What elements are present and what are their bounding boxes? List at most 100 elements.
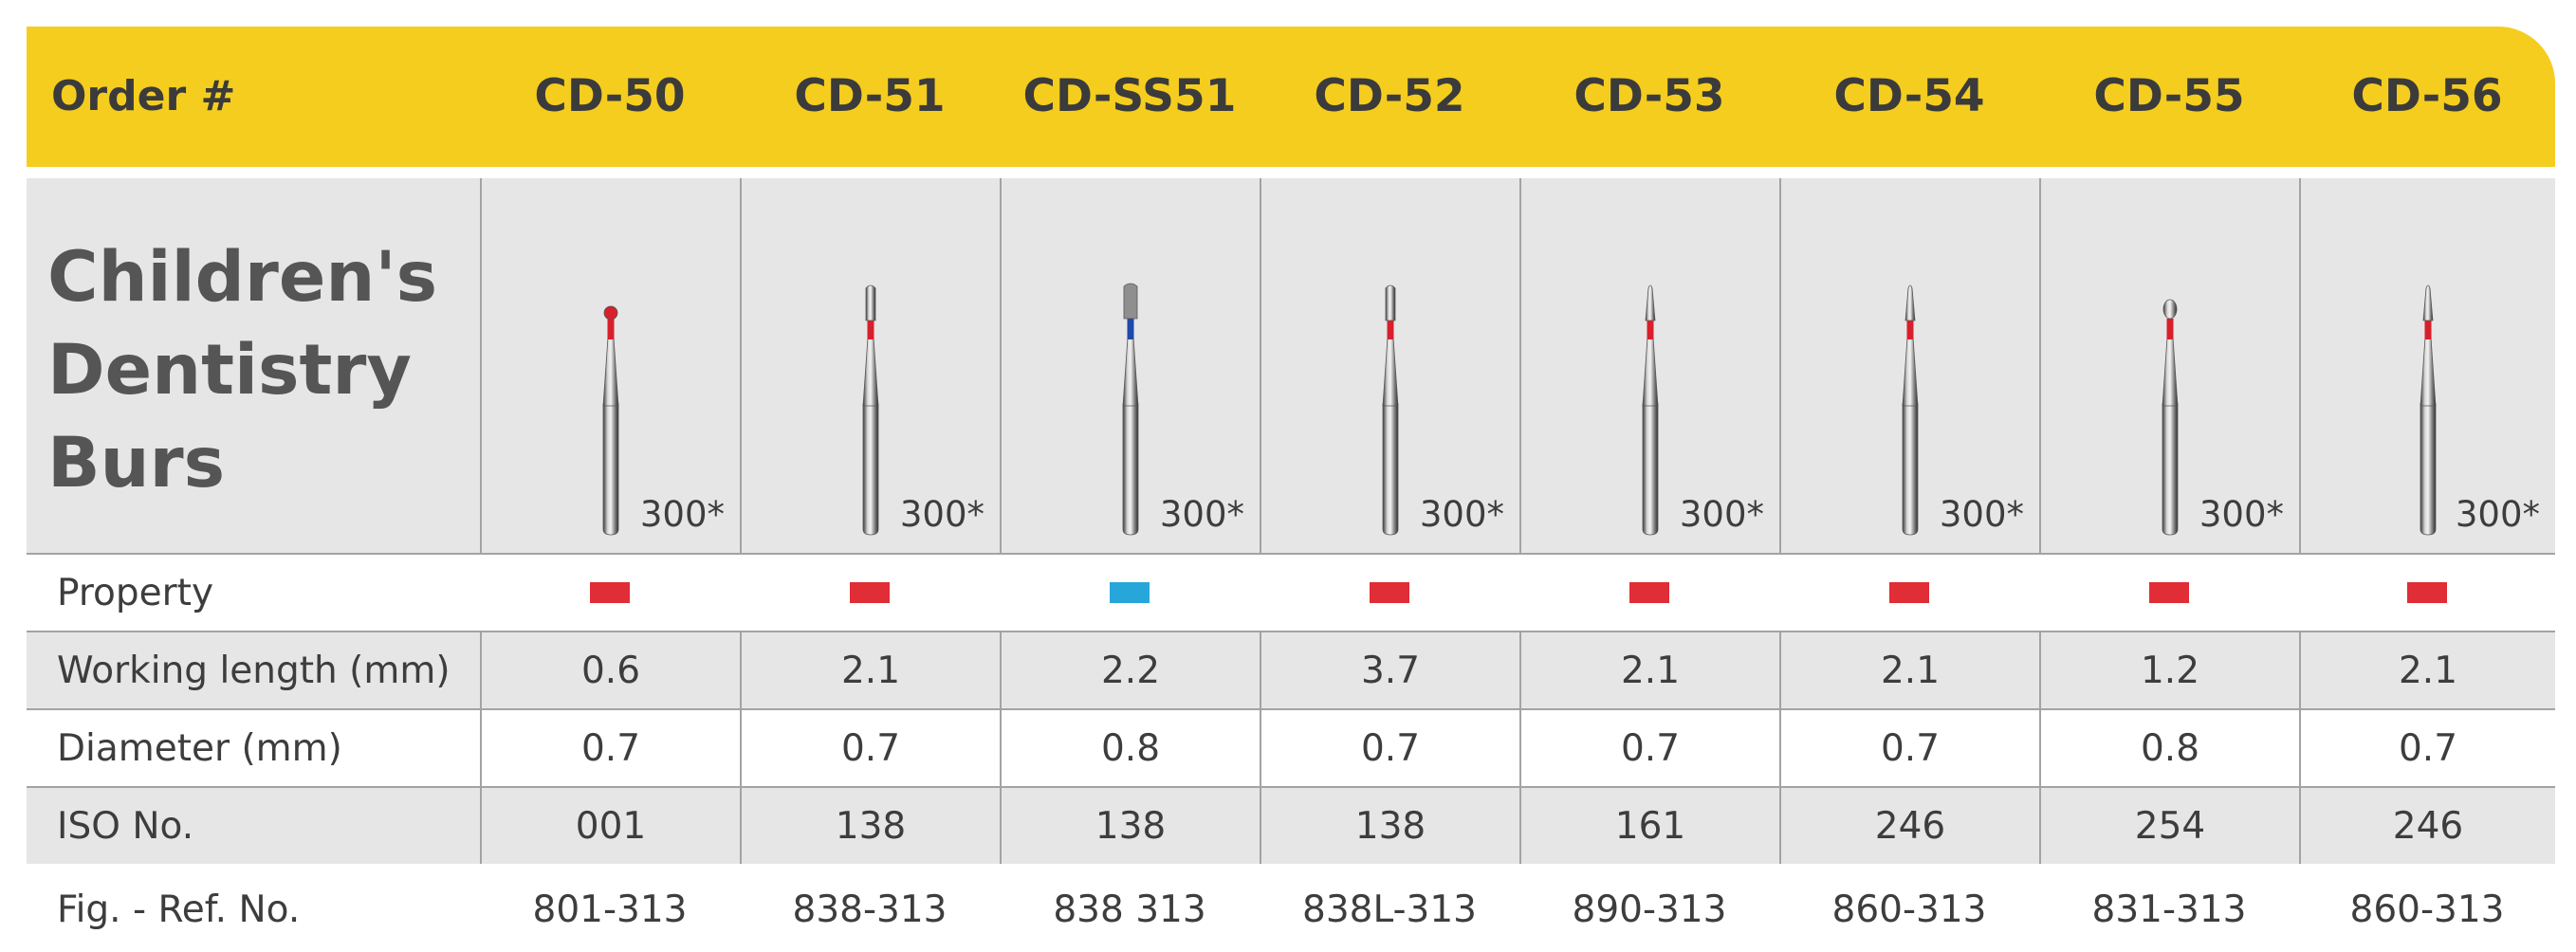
property-cell [2299,555,2555,631]
table-cell: 1.2 [2039,632,2299,708]
diamond-cylinder-bur-icon [1122,283,1139,536]
diameter-row: Diameter (mm) 0.7 0.7 0.8 0.7 0.7 0.7 0.… [27,710,2555,786]
table-cell: 0.7 [1779,710,2039,786]
bur-image-cell: 300* [480,178,740,554]
table-cell: 138 [740,788,1000,864]
table-cell: 0.7 [480,710,740,786]
bur-color-band [1906,319,1914,339]
bur-neck [1902,337,1919,407]
image-row: Children's Dentistry Burs 300* 300* 300*… [27,178,2555,554]
table-cell: 838 313 [1053,888,1206,931]
bur-neck [2162,337,2179,407]
tapered-bur-icon [1902,284,1919,536]
table-cell: 246 [1779,788,2039,864]
divider [27,553,2555,555]
bur-shank [602,403,619,536]
divider [27,708,2555,710]
column-header-cd-ss51: CD-SS51 [1022,70,1237,122]
bur-color-band [1647,319,1654,339]
table-cell: 838L-313 [1302,888,1477,931]
row-label-property: Property [57,571,214,614]
column-header-cd-55: CD-55 [2093,70,2245,122]
column-header-cd-54: CD-54 [1833,70,1985,122]
speed-label: 300* [2455,494,2540,535]
property-row: Property [27,555,2555,631]
property-cell [740,555,1000,631]
bur-neck [602,337,619,407]
cylinder-bur-icon [862,284,879,536]
speed-label: 300* [1159,494,1244,535]
bur-color-band [1127,319,1134,339]
page-title: Children's Dentistry Burs [47,237,438,503]
bur-neck [1382,337,1399,407]
speed-label: 300* [899,494,984,535]
table-cell: 0.8 [1000,710,1260,786]
row-label-working-length: Working length (mm) [57,649,451,692]
property-swatch [2407,582,2447,603]
working-length-row: Working length (mm) 0.6 2.1 2.2 3.7 2.1 … [27,632,2555,708]
table-cell: 860-313 [2349,888,2505,931]
table-cell: 2.2 [1000,632,1260,708]
flame-bur-icon [1642,284,1659,536]
property-swatch [1889,582,1929,603]
bur-head [2422,284,2434,321]
table-cell: 0.6 [480,632,740,708]
row-label-diameter: Diameter (mm) [57,726,342,770]
bur-head [1645,284,1656,321]
bur-neck [2420,337,2437,407]
property-cell [480,555,740,631]
bur-color-band [2424,319,2432,339]
bur-neck [862,337,879,407]
property-swatch [2149,582,2189,603]
bur-shank [1122,403,1139,536]
table-cell: 0.7 [740,710,1000,786]
table-cell: 860-313 [1831,888,1987,931]
speed-label: 300* [1679,494,1764,535]
property-swatch [1370,582,1409,603]
table-cell: 3.7 [1260,632,1519,708]
bur-image-cell: 300* [2299,178,2555,554]
table-cell: 0.7 [2299,710,2555,786]
table-cell: 2.1 [1519,632,1779,708]
bur-shank [862,403,879,536]
speed-label: 300* [1419,494,1504,535]
property-swatch [1629,582,1669,603]
property-swatch [850,582,890,603]
bur-color-band [867,319,874,339]
table-cell: 0.8 [2039,710,2299,786]
table-cell: 838-313 [792,888,948,931]
long-cylinder-bur-icon [1382,284,1399,536]
table-cell: 890-313 [1572,888,1727,931]
table-cell: 138 [1260,788,1519,864]
speed-label: 300* [1939,494,2024,535]
bur-shank [1902,403,1919,536]
property-cell [2039,555,2299,631]
bur-image-cell: 300* [1779,178,2039,554]
table-cell: 831-313 [2091,888,2247,931]
bur-head [1904,284,1916,321]
speed-label: 300* [2199,494,2284,535]
table-cell: 001 [480,788,740,864]
property-cell [1519,555,1779,631]
bud-bur-icon [2162,299,2179,536]
bur-shank [2162,403,2179,536]
table-cell: 0.7 [1260,710,1519,786]
bur-head [1385,284,1396,321]
column-header-cd-53: CD-53 [1573,70,1725,122]
bur-image-cell: 300* [2039,178,2299,554]
bur-head [1123,283,1138,320]
property-cell [1779,555,2039,631]
bur-shank [2420,403,2437,536]
row-label-iso: ISO No. [57,804,194,848]
speed-label: 300* [639,494,725,535]
divider [27,786,2555,788]
bur-shank [1382,403,1399,536]
bur-image-cell: 300* [1260,178,1519,554]
table-cell: 254 [2039,788,2299,864]
table-cell: 2.1 [740,632,1000,708]
tapered-bur-icon [2420,284,2437,536]
bur-head [865,284,876,321]
table-cell: 246 [2299,788,2555,864]
column-header-cd-56: CD-56 [2351,70,2503,122]
bur-color-band [1387,319,1394,339]
